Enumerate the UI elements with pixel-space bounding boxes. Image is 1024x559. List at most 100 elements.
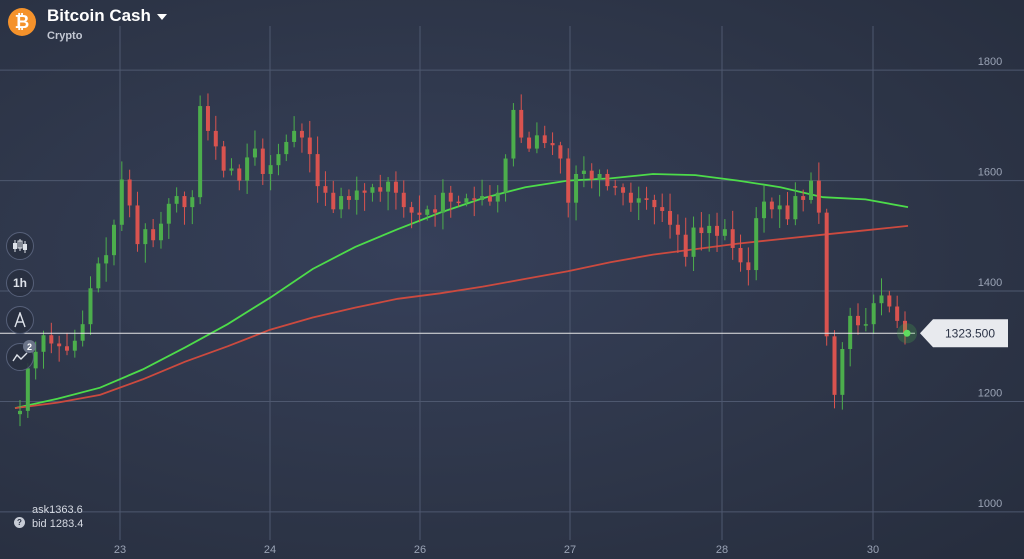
timeframe-button[interactable]: 1h bbox=[6, 269, 34, 297]
x-tick-label: 28 bbox=[716, 544, 728, 556]
candle-body bbox=[495, 192, 500, 202]
candle-body bbox=[182, 196, 187, 208]
candle-body bbox=[683, 234, 688, 257]
candle-body bbox=[675, 224, 680, 235]
y-tick-label: 1000 bbox=[978, 498, 1002, 510]
candle-body bbox=[346, 196, 351, 200]
candle-body bbox=[276, 154, 281, 166]
candle-body bbox=[166, 203, 171, 224]
current-price-tag bbox=[920, 319, 1008, 348]
candle-body bbox=[472, 198, 477, 200]
candle-body bbox=[848, 315, 853, 350]
candle-body bbox=[292, 130, 297, 142]
candle-body bbox=[621, 187, 626, 193]
candle-body bbox=[738, 247, 743, 263]
candle-body bbox=[433, 209, 438, 213]
x-tick-label: 27 bbox=[564, 544, 576, 556]
candle-body bbox=[613, 186, 618, 188]
candle-body bbox=[730, 229, 735, 248]
candle-body bbox=[221, 146, 226, 171]
y-tick-label: 1400 bbox=[978, 277, 1002, 289]
candle-body bbox=[534, 135, 539, 149]
asset-name: Bitcoin Cash bbox=[47, 6, 151, 25]
candle-body bbox=[542, 135, 547, 144]
candle-body bbox=[119, 179, 124, 225]
candle-body bbox=[331, 192, 336, 210]
candle-body bbox=[605, 173, 610, 187]
candle-body bbox=[785, 205, 790, 220]
ask-price: ask1363.6 bbox=[32, 504, 83, 516]
candle-body bbox=[190, 197, 195, 208]
candle-body bbox=[237, 168, 242, 181]
asset-header: ₿ Bitcoin Cash Crypto bbox=[8, 6, 167, 42]
candle-body bbox=[213, 130, 218, 147]
candle-body bbox=[574, 173, 579, 203]
candle-body bbox=[856, 315, 861, 326]
candle-body bbox=[581, 170, 586, 174]
chart-type-button[interactable] bbox=[6, 232, 34, 260]
indicators-count-badge: 2 bbox=[23, 340, 36, 353]
candle-body bbox=[80, 324, 85, 341]
candle-body bbox=[111, 224, 116, 256]
indicators-button[interactable]: 2 bbox=[6, 340, 36, 371]
candle-body bbox=[840, 349, 845, 395]
candle-body bbox=[519, 109, 524, 138]
candle-body bbox=[660, 207, 665, 211]
drawing-tools-button[interactable] bbox=[6, 306, 34, 334]
candle-body bbox=[33, 351, 38, 369]
candle-body bbox=[722, 229, 727, 236]
candle-body bbox=[57, 343, 62, 347]
asset-category: Crypto bbox=[47, 30, 83, 42]
candle-body bbox=[393, 181, 398, 193]
candle-body bbox=[323, 186, 328, 193]
asset-selector[interactable]: Bitcoin Cash bbox=[47, 6, 167, 26]
quotes-panel: ? ask1363.6 bid 1283.4 bbox=[14, 503, 83, 531]
help-icon[interactable]: ? bbox=[14, 516, 25, 528]
candle-body bbox=[370, 187, 375, 193]
y-tick-label: 1200 bbox=[978, 387, 1002, 399]
candle-body bbox=[151, 229, 156, 241]
candle-body bbox=[769, 201, 774, 210]
candle-body bbox=[863, 324, 868, 326]
candle-body bbox=[41, 335, 46, 352]
candle-body bbox=[652, 199, 657, 208]
candle-body bbox=[354, 190, 359, 200]
candles-icon bbox=[13, 239, 27, 253]
candle-body bbox=[777, 205, 782, 210]
candle-body bbox=[72, 340, 77, 351]
candle-body bbox=[158, 223, 163, 241]
chart-toolbar: 1h 2 bbox=[6, 232, 36, 380]
current-price-label: 1323.500 bbox=[945, 326, 995, 340]
candle-body bbox=[762, 201, 767, 219]
candle-body bbox=[816, 180, 821, 213]
drawing-tools-icon bbox=[14, 312, 26, 328]
asset-title-block: Bitcoin Cash Crypto bbox=[47, 6, 167, 42]
candle-body bbox=[409, 207, 414, 213]
candle-body bbox=[793, 196, 798, 220]
candle-body bbox=[511, 109, 516, 159]
moving-average-fast-line bbox=[14, 173, 909, 409]
candle-body bbox=[229, 168, 234, 171]
candle-body bbox=[691, 227, 696, 257]
candle-body bbox=[879, 295, 884, 304]
y-tick-label: 1800 bbox=[978, 56, 1002, 68]
candle-body bbox=[362, 190, 367, 193]
moving-average-slow-line bbox=[14, 225, 909, 409]
candle-body bbox=[448, 192, 453, 202]
candle-body bbox=[64, 346, 69, 351]
candle-body bbox=[566, 158, 571, 203]
candle-body bbox=[589, 170, 594, 180]
candle-body bbox=[378, 187, 383, 192]
bitcoin-cash-logo-icon: ₿ bbox=[8, 8, 36, 36]
candle-body bbox=[824, 212, 829, 337]
candle-body bbox=[417, 212, 422, 215]
x-tick-label: 26 bbox=[414, 544, 426, 556]
x-tick-label: 24 bbox=[264, 544, 276, 556]
candle-body bbox=[699, 227, 704, 234]
candle-body bbox=[252, 148, 257, 158]
candle-body bbox=[550, 143, 555, 146]
candle-body bbox=[487, 196, 492, 202]
candle-body bbox=[903, 320, 907, 334]
chevron-down-icon bbox=[156, 14, 167, 20]
